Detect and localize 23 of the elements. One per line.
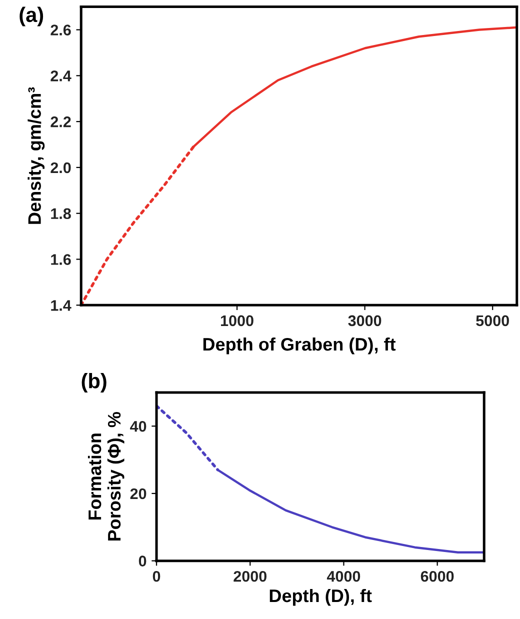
x-tick-label: 4000 [326, 570, 360, 582]
x-tick-label: 5000 [476, 315, 509, 326]
y-axis-title: Density, gm/cm³ [28, 87, 45, 224]
x-axis-title: Depth of Graben (D), ft [203, 337, 396, 354]
y-tick-label: 2.4 [50, 70, 72, 82]
y-tick-label: 1.4 [51, 300, 72, 311]
y-tick-label: 40 [130, 420, 146, 432]
x-axis-title: Depth (D), ft [270, 588, 372, 606]
x-tick-label: 6000 [420, 570, 454, 582]
x-tick-label: 3000 [348, 315, 382, 326]
y-tick-label: 0 [138, 556, 146, 566]
x-tick-label: 2000 [234, 570, 266, 582]
y-axis-title: Formation Porosity (Φ), % [88, 412, 124, 541]
y-tick-label: 2.6 [50, 24, 71, 36]
x-tick-label: 1000 [220, 315, 254, 326]
y-tick-label: 1.8 [51, 208, 71, 220]
chart-title: (a) [20, 6, 44, 26]
y-tick-label: 2.2 [50, 116, 71, 128]
y-tick-label: 2.0 [50, 162, 71, 174]
x-tick-label: 0 [152, 570, 160, 582]
chart-title: (b) [82, 373, 106, 392]
y-tick-label: 20 [130, 488, 146, 500]
y-tick-label: 1.6 [51, 254, 71, 265]
